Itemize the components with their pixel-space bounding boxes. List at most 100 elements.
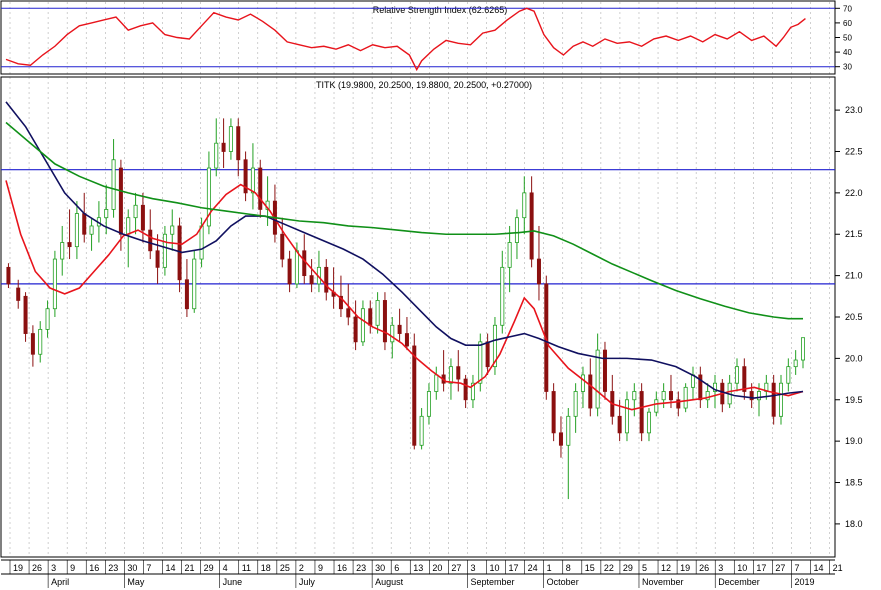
candle-body [82, 213, 87, 235]
candle-body [23, 295, 28, 334]
day-tick-label: 29 [623, 563, 633, 573]
candle-body [514, 217, 519, 243]
day-tick-label: 5 [642, 563, 647, 573]
day-tick-label: 27 [775, 563, 785, 573]
candle-body [434, 374, 439, 392]
month-tick-label: December [718, 577, 760, 587]
candle-body [74, 213, 79, 248]
price-tick-label: 20.0 [845, 353, 863, 363]
candle-body [705, 391, 710, 401]
day-tick-label: 26 [32, 563, 42, 573]
day-tick-label: 2 [299, 563, 304, 573]
rsi-tick-label: 70 [843, 4, 852, 13]
candle-body [67, 242, 72, 248]
price-tick-label: 18.5 [845, 478, 863, 488]
candle-body [448, 366, 453, 384]
day-tick-label: 25 [280, 563, 290, 573]
day-tick-label: 1 [547, 563, 552, 573]
candle-body [595, 349, 600, 409]
month-tick-label: September [470, 577, 514, 587]
candle-body [566, 415, 571, 446]
candle-body [485, 341, 490, 368]
candle-body [89, 225, 94, 235]
candle-body [206, 167, 211, 227]
moving-average-line [5, 121, 803, 320]
candle-body [309, 275, 314, 285]
candle-body [742, 366, 747, 392]
day-tick-label: 6 [394, 563, 399, 573]
candle-body [287, 258, 292, 285]
candle-body [397, 324, 402, 334]
day-tick-label: 10 [490, 563, 500, 573]
rsi-tick-label: 60 [843, 19, 852, 28]
day-tick-label: 21 [833, 563, 843, 573]
candle-body [624, 399, 629, 434]
candle-body [236, 126, 241, 161]
day-tick-label: 27 [451, 563, 461, 573]
candle-body [749, 391, 754, 401]
candle-body [214, 142, 219, 169]
candle-body [778, 382, 783, 417]
candle-body [258, 167, 263, 210]
candle-body [111, 159, 116, 210]
candle-body [360, 308, 365, 343]
candle-body [456, 366, 461, 380]
price-title: TITK (19.9800, 20.2500, 19.8800, 20.2500… [316, 80, 532, 90]
candle-body [184, 279, 189, 310]
candle-body [793, 359, 798, 368]
price-tick-label: 21.5 [845, 229, 863, 239]
candle-body [588, 374, 593, 409]
rsi-line [5, 7, 806, 72]
day-tick-label: 14 [814, 563, 824, 573]
month-tick-label: April [51, 577, 69, 587]
candle-body [683, 386, 688, 409]
candle-body [661, 391, 666, 401]
day-tick-label: 26 [699, 563, 709, 573]
day-tick-label: 20 [432, 563, 442, 573]
candle-body [126, 217, 131, 235]
candle-body [632, 391, 637, 401]
day-tick-label: 15 [585, 563, 595, 573]
candle-body [734, 366, 739, 384]
candle-body [412, 345, 417, 446]
candle-body [536, 258, 541, 285]
month-tick-label: July [299, 577, 316, 587]
day-tick-label: 19 [13, 563, 23, 573]
day-tick-label: 23 [108, 563, 118, 573]
day-tick-label: 24 [528, 563, 538, 573]
candle-body [712, 382, 717, 392]
candle-body [426, 391, 431, 417]
month-tick-label: August [375, 577, 404, 587]
candle-body [104, 209, 109, 219]
moving-average-line [5, 101, 804, 399]
price-tick-label: 20.5 [845, 312, 863, 322]
candle-body [162, 233, 167, 268]
day-tick-label: 14 [165, 563, 175, 573]
day-tick-label: 11 [242, 563, 251, 573]
day-tick-label: 19 [680, 563, 690, 573]
candle-body [470, 382, 475, 401]
month-tick-label: May [127, 577, 145, 587]
candle-body [346, 308, 351, 318]
candle-body [243, 159, 248, 194]
candle-body [646, 411, 651, 434]
candle-body [199, 225, 204, 260]
candle-body [639, 391, 644, 434]
candle-body [60, 242, 65, 260]
candle-body [155, 250, 160, 268]
candle-body [368, 308, 373, 326]
day-tick-label: 9 [318, 563, 323, 573]
day-tick-label: 29 [204, 563, 214, 573]
candle-body [118, 167, 123, 235]
candle-body [148, 229, 153, 252]
candle-body [324, 266, 329, 293]
day-tick-label: 4 [223, 563, 228, 573]
candle-body [801, 337, 806, 361]
rsi-title: Relative Strength Index (62.6265) [373, 5, 508, 15]
candle-body [250, 167, 255, 194]
candle-body [280, 233, 285, 260]
month-tick-label: June [223, 577, 243, 587]
candle-body [140, 204, 145, 231]
price-tick-label: 22.5 [845, 146, 863, 156]
